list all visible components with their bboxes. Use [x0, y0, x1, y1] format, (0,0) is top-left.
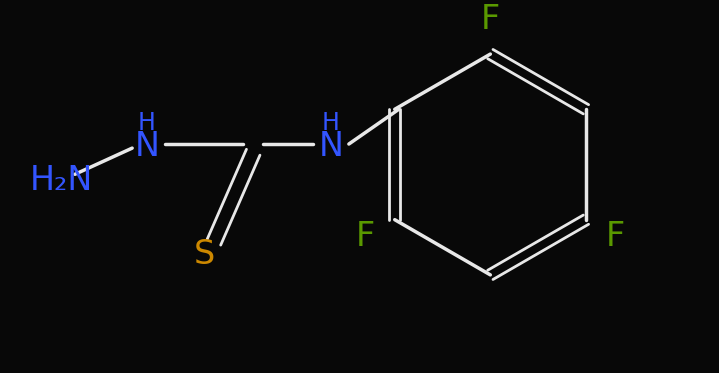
Text: H: H: [322, 111, 340, 135]
Text: H₂N: H₂N: [30, 164, 93, 197]
Text: F: F: [606, 220, 626, 253]
Text: F: F: [481, 3, 500, 36]
Text: N: N: [134, 130, 160, 163]
Text: S: S: [193, 238, 215, 271]
Text: H: H: [138, 111, 156, 135]
Text: F: F: [355, 220, 375, 253]
Text: N: N: [319, 130, 344, 163]
